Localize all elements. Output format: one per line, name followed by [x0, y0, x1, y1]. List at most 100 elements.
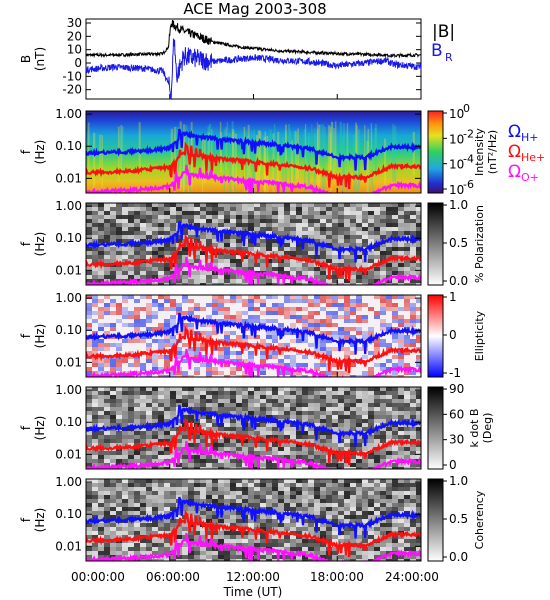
y-axis-label-line1: f — [19, 333, 33, 338]
gyro-legend: Ω H+ Ω He+ Ω O+ — [508, 122, 545, 184]
gyro-line-h — [86, 128, 421, 171]
gyro-line-h — [86, 496, 421, 539]
y-tick-label: 1.00 — [55, 383, 82, 397]
y-axis-label-line1: f — [19, 149, 33, 154]
gyro-line-h — [86, 404, 421, 447]
gyro-lines — [86, 404, 421, 469]
colorbar — [427, 294, 444, 378]
y-tick-label: -10 — [62, 69, 82, 83]
gyro-line-he — [86, 141, 421, 190]
colorbar-tick-label: 1 — [449, 290, 457, 304]
kdotb-colorbar-label-line1: k dot B — [468, 409, 481, 448]
legend-omega-o-subscript: O+ — [521, 171, 539, 184]
colorbar-tick-label: 0.5 — [449, 512, 468, 526]
colorbar-tick-label: 10 — [449, 107, 464, 121]
y-tick-label: 0.01 — [55, 539, 82, 553]
gyro-line-o — [86, 348, 421, 377]
gyro-line-o — [86, 440, 421, 469]
legend-omega-h: Ω — [508, 122, 521, 142]
colorbar — [427, 202, 444, 286]
kdotb-panel: 1.00 0.10 0.01 f (Hz) 90 60 30 0 — [19, 382, 464, 472]
x-tick-labels: 00:00:00 06:00:00 12:00:00 18:00:00 24:0… — [71, 570, 439, 584]
gyro-line-he — [86, 417, 421, 466]
y-tick-label: 0 — [74, 56, 82, 70]
y-tick-label: 0.01 — [55, 447, 82, 461]
y-tick-label: 1.00 — [55, 107, 82, 121]
ellipticity-colorbar-label: Ellipticity — [473, 310, 486, 361]
legend-omega-h-subscript: H+ — [521, 131, 539, 144]
colorbar-tick-exponent: -6 — [463, 178, 474, 191]
gyro-line-o — [86, 164, 421, 193]
colorbar-tick-label: 1.0 — [449, 474, 468, 488]
y-tick-label: 0.01 — [55, 355, 82, 369]
y-tick-label: 0.10 — [55, 507, 82, 521]
gyro-lines — [86, 220, 421, 285]
gyro-line-o — [86, 532, 421, 561]
colorbar-tick-label: 0.5 — [449, 236, 468, 250]
b-ylabel-line1: B — [19, 55, 33, 63]
legend-omega-o: Ω — [508, 162, 521, 182]
y-tick-label: 1.00 — [55, 291, 82, 305]
y-axis-label-line2: (Hz) — [33, 232, 47, 257]
b-panel-lines — [85, 19, 422, 101]
y-axis-label-line1: f — [19, 425, 33, 430]
colorbar-tick-label: 0 — [449, 458, 457, 472]
gyro-line-h — [86, 312, 421, 355]
gyro-lines — [86, 128, 421, 193]
y-tick-label: 30 — [67, 16, 82, 30]
y-axis-label-line1: f — [19, 241, 33, 246]
y-tick-label: 1.00 — [55, 199, 82, 213]
y-tick-label: -20 — [62, 83, 82, 97]
colorbar-tick-label: 0.0 — [449, 274, 468, 288]
y-tick-label: 0.10 — [55, 415, 82, 429]
spectrogram-texture — [86, 295, 421, 377]
gyro-lines — [86, 312, 421, 377]
polarization-panel: 1.00 0.10 0.01 f (Hz) 1.0 0.5 0.0 — [19, 198, 468, 288]
gyro-line-o — [86, 256, 421, 285]
x-axis-label: Time (UT) — [223, 585, 283, 599]
polarization-colorbar-label: % Polarization — [473, 205, 486, 283]
y-axis-label-line1: f — [19, 517, 33, 522]
gyro-lines — [86, 496, 421, 561]
colorbar-tick-label: 1.0 — [449, 198, 468, 212]
colorbar — [427, 386, 444, 470]
y-tick-label: 0.01 — [55, 263, 82, 277]
gyro-line-he — [86, 325, 421, 374]
colorbar-tick-label: -1 — [449, 366, 461, 380]
spectral-panels: 1.000.100.01f (Hz)10010-210-410-61.000.10… — [19, 102, 474, 564]
chart-title: ACE Mag 2003-308 — [183, 0, 326, 18]
y-tick-label: 10 — [67, 43, 82, 57]
y-tick-label: 0.10 — [55, 139, 82, 153]
x-tick-label: 00:00:00 — [71, 570, 125, 584]
colorbar-tick-label: 0.0 — [449, 550, 468, 564]
ellipticity-panel: 1.00 0.10 0.01 f (Hz) 1 0 -1 — [19, 290, 461, 380]
x-tick-label: 18:00:00 — [310, 570, 364, 584]
colorbar-tick-label: 0 — [449, 328, 457, 342]
intensity-colorbar-label-line1: Intensity — [473, 128, 486, 176]
colorbar-tick-label: 90 — [449, 382, 464, 396]
series-line-total-b — [85, 19, 422, 59]
y-tick-label: 0.01 — [55, 171, 82, 185]
y-axis-label-line2: (Hz) — [33, 324, 47, 349]
kdotb-colorbar-label-line2: (Deg) — [481, 413, 494, 444]
legend-omega-he: Ω — [508, 142, 521, 162]
coherency-colorbar-label: Coherency — [473, 490, 486, 549]
y-tick-label: 20 — [67, 29, 82, 43]
colorbar-tick-label: 10 — [449, 183, 464, 197]
legend-b-r: B — [431, 41, 443, 61]
coherency-panel: 1.00 0.10 0.01 f (Hz) 1.0 0.5 0.0 — [19, 474, 468, 564]
gyro-line-he — [86, 509, 421, 558]
y-axis-label-line2: (Hz) — [33, 508, 47, 533]
x-tick-label: 06:00:00 — [146, 570, 200, 584]
colorbar-tick-label: 60 — [449, 407, 464, 421]
legend-total-b: |B| — [432, 22, 455, 42]
legend-omega-he-subscript: He+ — [521, 151, 545, 164]
series-line-b-r — [85, 38, 422, 101]
colorbar — [427, 478, 444, 562]
gyro-line-h — [86, 220, 421, 263]
colorbar-tick-exponent: -2 — [463, 127, 474, 140]
